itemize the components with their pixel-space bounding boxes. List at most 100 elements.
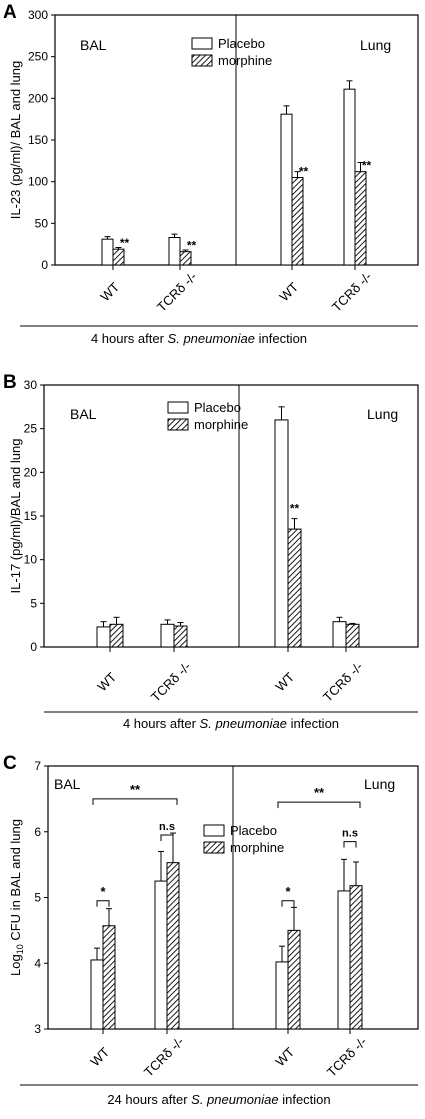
significance-label: ** — [187, 239, 197, 253]
legend-label: morphine — [218, 53, 272, 68]
footer-caption: 4 hours after S. pneumoniae infection — [91, 331, 307, 346]
bar-placebo-1 — [160, 623, 175, 648]
bar-placebo-1 — [154, 880, 168, 1030]
significance-bracket — [343, 841, 357, 848]
significance-bracket — [160, 834, 174, 842]
legend-label: morphine — [230, 840, 284, 855]
legend-label: Placebo — [230, 823, 277, 838]
footer-caption: 4 hours after S. pneumoniae infection — [123, 716, 339, 731]
panel-letter: B — [3, 372, 17, 393]
bar-morphine-1 — [179, 251, 192, 266]
y-tick-label: 50 — [35, 216, 49, 230]
significance-label: ** — [362, 159, 372, 173]
bar-placebo-3 — [332, 621, 347, 648]
significance-bracket — [92, 798, 178, 805]
x-tick-label: WT — [272, 1044, 297, 1069]
bracket-label: ** — [130, 782, 141, 797]
bar-morphine-0 — [109, 623, 124, 648]
legend-label: morphine — [194, 417, 248, 432]
bar-placebo-1 — [168, 237, 181, 266]
significance-label: ** — [120, 236, 130, 250]
x-tick-label: WT — [276, 279, 301, 304]
bar-placebo-0 — [96, 626, 111, 648]
x-tick-label: WT — [87, 1044, 112, 1069]
panel-a: A 0 50 100 150 200 250 300 IL-23 (pg/ml)/ BAL an… — [3, 2, 419, 346]
bar-morphine-0 — [112, 248, 125, 266]
bar-morphine-2 — [291, 177, 304, 266]
panel-c: C 3 4 5 6 7 Log10 CFU in BAL and lung BAL Lung Pl… — [3, 753, 419, 1107]
region-label-lung: Lung — [367, 406, 398, 422]
panel-letter: A — [3, 2, 17, 23]
y-tick-label: 0 — [41, 258, 48, 272]
bar-morphine-2 — [287, 528, 302, 648]
y-tick-label: 30 — [24, 378, 38, 392]
y-tick-label: 15 — [24, 509, 38, 523]
x-tick-label: TCRδ -/- — [148, 659, 194, 705]
y-tick-label: 20 — [24, 465, 38, 479]
legend-swatch-morphine — [203, 841, 225, 854]
x-tick-label: TCRδ -/- — [320, 659, 366, 705]
y-axis-label: Log10 CFU in BAL and lung — [8, 819, 25, 976]
significance-bracket — [281, 900, 295, 907]
region-label-bal: BAL — [70, 406, 97, 422]
y-tick-label: 7 — [34, 759, 41, 773]
bracket-label: * — [285, 884, 291, 899]
bar-placebo-2 — [275, 961, 289, 1030]
legend-swatch-morphine — [191, 54, 213, 67]
significance-bracket — [96, 900, 110, 907]
region-label-lung: Lung — [364, 776, 395, 792]
footer-caption: 24 hours after S. pneumoniae infection — [107, 1092, 330, 1107]
x-tick-label: TCRδ -/- — [329, 269, 375, 315]
y-axis-label: IL-17 (pg/ml)/BAL and lung — [8, 439, 23, 594]
y-axis-label: IL-23 (pg/ml)/ BAL and lung — [8, 61, 23, 220]
y-tick-label: 300 — [28, 8, 48, 22]
y-tick-label: 3 — [34, 1022, 41, 1036]
bar-morphine-3 — [345, 623, 360, 648]
significance-label: ** — [299, 165, 309, 179]
legend-label: Placebo — [194, 400, 241, 415]
bar-placebo-3 — [337, 890, 351, 1030]
legend-swatch-placebo — [167, 401, 189, 414]
y-tick-label: 100 — [28, 175, 48, 189]
y-tick-label: 5 — [34, 891, 41, 905]
panel-letter: C — [3, 753, 17, 774]
bar-placebo-0 — [90, 959, 104, 1030]
significance-bracket — [277, 801, 361, 809]
y-tick-label: 4 — [34, 956, 41, 970]
bar-morphine-1 — [166, 862, 180, 1030]
legend-swatch-placebo — [203, 824, 225, 837]
x-tick-label: WT — [272, 669, 297, 694]
y-tick-label: 0 — [30, 640, 37, 654]
x-tick-label: TCRδ -/- — [154, 269, 200, 315]
y-tick-label: 6 — [34, 825, 41, 839]
bar-placebo-3 — [343, 88, 356, 266]
bar-morphine-3 — [354, 171, 367, 266]
bar-morphine-0 — [102, 925, 116, 1030]
legend-swatch-placebo — [191, 37, 213, 50]
y-tick-label: 200 — [28, 91, 48, 105]
y-tick-label: 25 — [24, 422, 38, 436]
x-tick-label: TCRδ -/- — [324, 1034, 370, 1080]
bracket-label: n.s — [159, 821, 175, 833]
bar-placebo-2 — [274, 419, 289, 648]
legend-label: Placebo — [218, 36, 265, 51]
region-label-lung: Lung — [360, 37, 391, 53]
panel-b: B 0 5 10 15 20 25 30 IL-17 (pg/ml)/BAL and lung B… — [3, 372, 419, 731]
legend-swatch-morphine — [167, 418, 189, 431]
x-tick-label: WT — [94, 669, 119, 694]
bar-morphine-3 — [349, 885, 363, 1030]
y-tick-label: 250 — [28, 50, 48, 64]
bar-morphine-2 — [287, 929, 301, 1030]
significance-label: ** — [290, 502, 300, 516]
x-tick-label: WT — [97, 279, 122, 304]
y-tick-label: 10 — [24, 553, 38, 567]
y-tick-label: 150 — [28, 133, 48, 147]
region-label-bal: BAL — [54, 776, 81, 792]
x-tick-label: TCRδ -/- — [141, 1034, 187, 1080]
y-tick-label: 5 — [30, 596, 37, 610]
bar-morphine-1 — [173, 625, 188, 648]
bracket-label: * — [100, 884, 106, 899]
bar-placebo-0 — [101, 238, 114, 266]
bracket-label: n.s — [342, 828, 358, 840]
